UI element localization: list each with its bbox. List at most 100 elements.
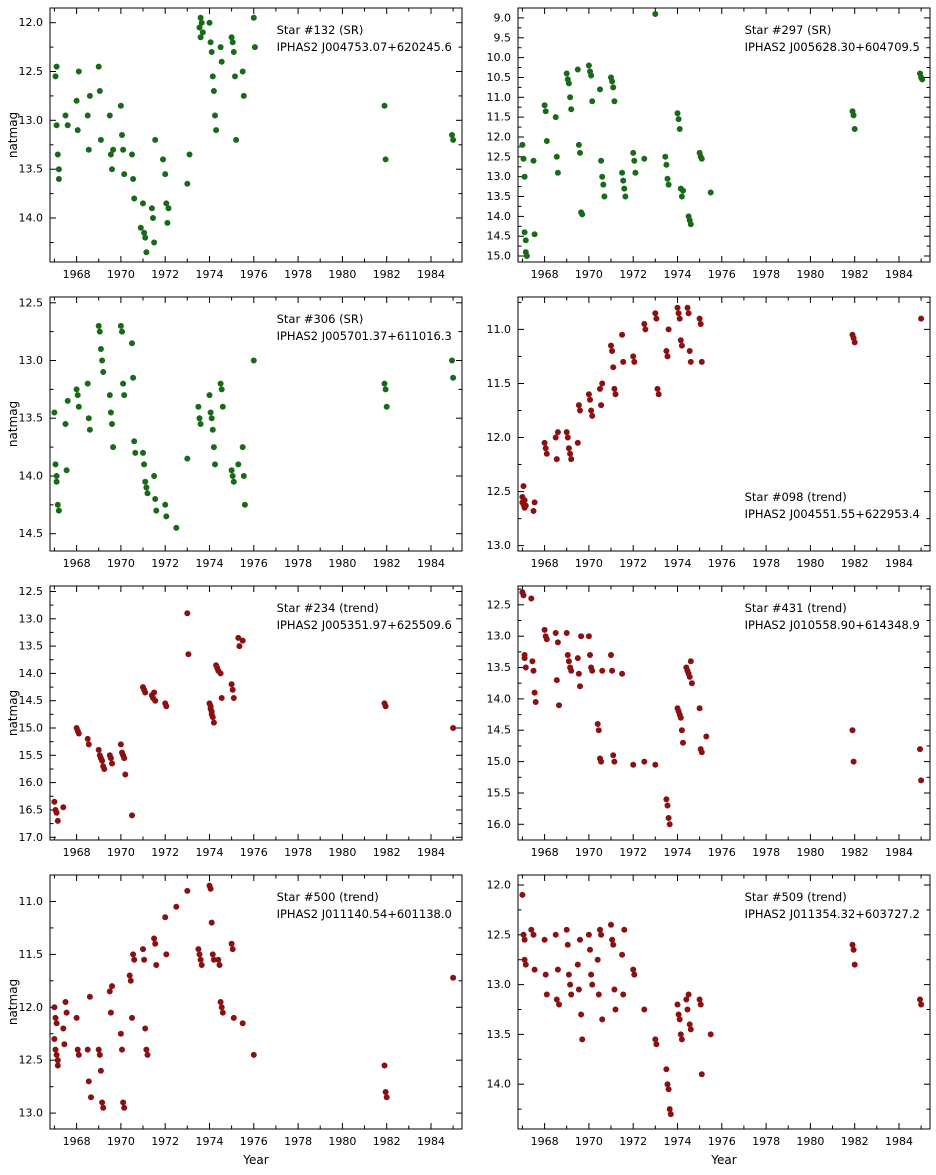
- svg-text:Star #132 (SR): Star #132 (SR): [277, 23, 364, 37]
- svg-text:11.5: 11.5: [487, 377, 512, 390]
- svg-text:1970: 1970: [575, 557, 603, 570]
- svg-text:12.5: 12.5: [487, 928, 512, 941]
- svg-text:1980: 1980: [796, 1135, 824, 1148]
- svg-text:12.0: 12.0: [19, 16, 44, 29]
- svg-text:9.0: 9.0: [494, 11, 512, 24]
- svg-text:1982: 1982: [841, 557, 869, 570]
- svg-text:1976: 1976: [708, 557, 736, 570]
- svg-text:1976: 1976: [240, 268, 268, 281]
- svg-text:1978: 1978: [284, 846, 312, 859]
- svg-text:12.5: 12.5: [19, 585, 44, 598]
- svg-text:1974: 1974: [196, 846, 224, 859]
- svg-text:1984: 1984: [885, 557, 913, 570]
- svg-text:1982: 1982: [373, 846, 401, 859]
- svg-text:14.0: 14.0: [19, 470, 44, 483]
- svg-text:13.0: 13.0: [19, 354, 44, 367]
- svg-text:1982: 1982: [373, 268, 401, 281]
- svg-text:14.0: 14.0: [487, 210, 512, 223]
- svg-text:13.0: 13.0: [19, 612, 44, 625]
- svg-text:1968: 1968: [63, 268, 91, 281]
- svg-text:1980: 1980: [328, 846, 356, 859]
- chart-star-431: 1968 1970 1972 1974 1976 1978 1980 1982 1984 12.5…: [468, 578, 936, 867]
- svg-text:1972: 1972: [619, 557, 647, 570]
- svg-text:12.5: 12.5: [19, 1054, 44, 1067]
- svg-text:1980: 1980: [328, 1135, 356, 1148]
- svg-text:15.0: 15.0: [487, 250, 512, 263]
- svg-text:16.5: 16.5: [19, 804, 44, 817]
- svg-text:1980: 1980: [796, 557, 824, 570]
- svg-text:15.0: 15.0: [19, 722, 44, 735]
- svg-text:1970: 1970: [107, 846, 135, 859]
- svg-text:1968: 1968: [531, 1135, 559, 1148]
- svg-text:1976: 1976: [240, 846, 268, 859]
- svg-text:13.0: 13.0: [487, 539, 512, 552]
- svg-text:1984: 1984: [417, 1135, 445, 1148]
- svg-text:12.0: 12.0: [487, 879, 512, 892]
- svg-text:1968: 1968: [63, 846, 91, 859]
- svg-text:14.5: 14.5: [19, 694, 44, 707]
- svg-text:natmag: natmag: [6, 112, 20, 158]
- svg-text:14.0: 14.0: [487, 692, 512, 705]
- svg-text:10.5: 10.5: [487, 71, 512, 84]
- svg-text:IPHAS2 J005351.97+625509.6: IPHAS2 J005351.97+625509.6: [277, 618, 452, 632]
- svg-text:1980: 1980: [796, 268, 824, 281]
- svg-text:IPHAS2 J011354.32+603727.2: IPHAS2 J011354.32+603727.2: [745, 907, 920, 921]
- scatter-plot-star-509: 1968 1970 1972 1974 1976 1978 1980 1982 1984 12.0…: [468, 867, 936, 1175]
- svg-text:1976: 1976: [708, 268, 736, 281]
- svg-text:13.0: 13.0: [487, 170, 512, 183]
- svg-text:Year: Year: [710, 1153, 736, 1167]
- svg-text:1978: 1978: [752, 557, 780, 570]
- svg-text:1968: 1968: [531, 557, 559, 570]
- svg-text:1976: 1976: [708, 1135, 736, 1148]
- svg-text:1984: 1984: [417, 557, 445, 570]
- svg-text:1972: 1972: [151, 268, 179, 281]
- svg-text:1972: 1972: [619, 1135, 647, 1148]
- scatter-plot-star-500: 1968 1970 1972 1974 1976 1978 1980 1982 1984 11.0…: [0, 867, 468, 1175]
- svg-text:14.0: 14.0: [19, 667, 44, 680]
- svg-text:13.5: 13.5: [19, 163, 44, 176]
- svg-text:12.0: 12.0: [487, 131, 512, 144]
- svg-text:natmag: natmag: [6, 690, 20, 736]
- svg-text:1974: 1974: [664, 846, 692, 859]
- svg-text:14.5: 14.5: [487, 230, 512, 243]
- svg-text:IPHAS2 J005701.37+611016.3: IPHAS2 J005701.37+611016.3: [277, 329, 452, 343]
- svg-text:14.5: 14.5: [19, 527, 44, 540]
- svg-text:1972: 1972: [619, 846, 647, 859]
- svg-text:11.0: 11.0: [19, 895, 44, 908]
- svg-text:13.5: 13.5: [487, 190, 512, 203]
- svg-text:11.0: 11.0: [487, 323, 512, 336]
- scatter-plot-star-234: 1968 1970 1972 1974 1976 1978 1980 1982 1984 12.5…: [0, 578, 468, 871]
- svg-text:Star #234 (trend): Star #234 (trend): [277, 601, 379, 615]
- svg-text:Year: Year: [242, 1153, 268, 1167]
- svg-text:natmag: natmag: [6, 401, 20, 447]
- svg-text:1972: 1972: [151, 846, 179, 859]
- svg-text:1982: 1982: [373, 557, 401, 570]
- svg-text:10.0: 10.0: [487, 51, 512, 64]
- svg-text:1978: 1978: [284, 557, 312, 570]
- svg-text:11.5: 11.5: [19, 948, 44, 961]
- chart-star-098: 1968 1970 1972 1974 1976 1978 1980 1982 1984 11.0…: [468, 289, 936, 578]
- svg-text:Star #098 (trend): Star #098 (trend): [745, 490, 847, 504]
- svg-text:15.5: 15.5: [487, 787, 512, 800]
- svg-text:1970: 1970: [575, 1135, 603, 1148]
- svg-text:IPHAS2 J004551.55+622953.4: IPHAS2 J004551.55+622953.4: [745, 507, 920, 521]
- svg-text:1970: 1970: [107, 268, 135, 281]
- scatter-plot-star-297: 1968 1970 1972 1974 1976 1978 1980 1982 1984 9.0 9…: [468, 0, 936, 293]
- svg-text:13.5: 13.5: [19, 640, 44, 653]
- svg-text:13.0: 13.0: [487, 630, 512, 643]
- svg-text:1974: 1974: [664, 557, 692, 570]
- svg-text:1968: 1968: [531, 268, 559, 281]
- scatter-plot-star-306: 1968 1970 1972 1974 1976 1978 1980 1982 1984 12.5…: [0, 289, 468, 582]
- svg-text:1976: 1976: [708, 846, 736, 859]
- svg-text:1968: 1968: [63, 1135, 91, 1148]
- svg-text:1974: 1974: [196, 1135, 224, 1148]
- svg-text:12.0: 12.0: [19, 1001, 44, 1014]
- svg-text:14.0: 14.0: [487, 1078, 512, 1091]
- svg-text:1984: 1984: [885, 268, 913, 281]
- svg-text:14.0: 14.0: [19, 212, 44, 225]
- scatter-plot-star-098: 1968 1970 1972 1974 1976 1978 1980 1982 1984 11.0…: [468, 289, 936, 582]
- chart-star-500: 1968 1970 1972 1974 1976 1978 1980 1982 1984 11.0…: [0, 867, 468, 1171]
- svg-text:1982: 1982: [373, 1135, 401, 1148]
- svg-text:IPHAS2 J010558.90+614348.9: IPHAS2 J010558.90+614348.9: [745, 618, 920, 632]
